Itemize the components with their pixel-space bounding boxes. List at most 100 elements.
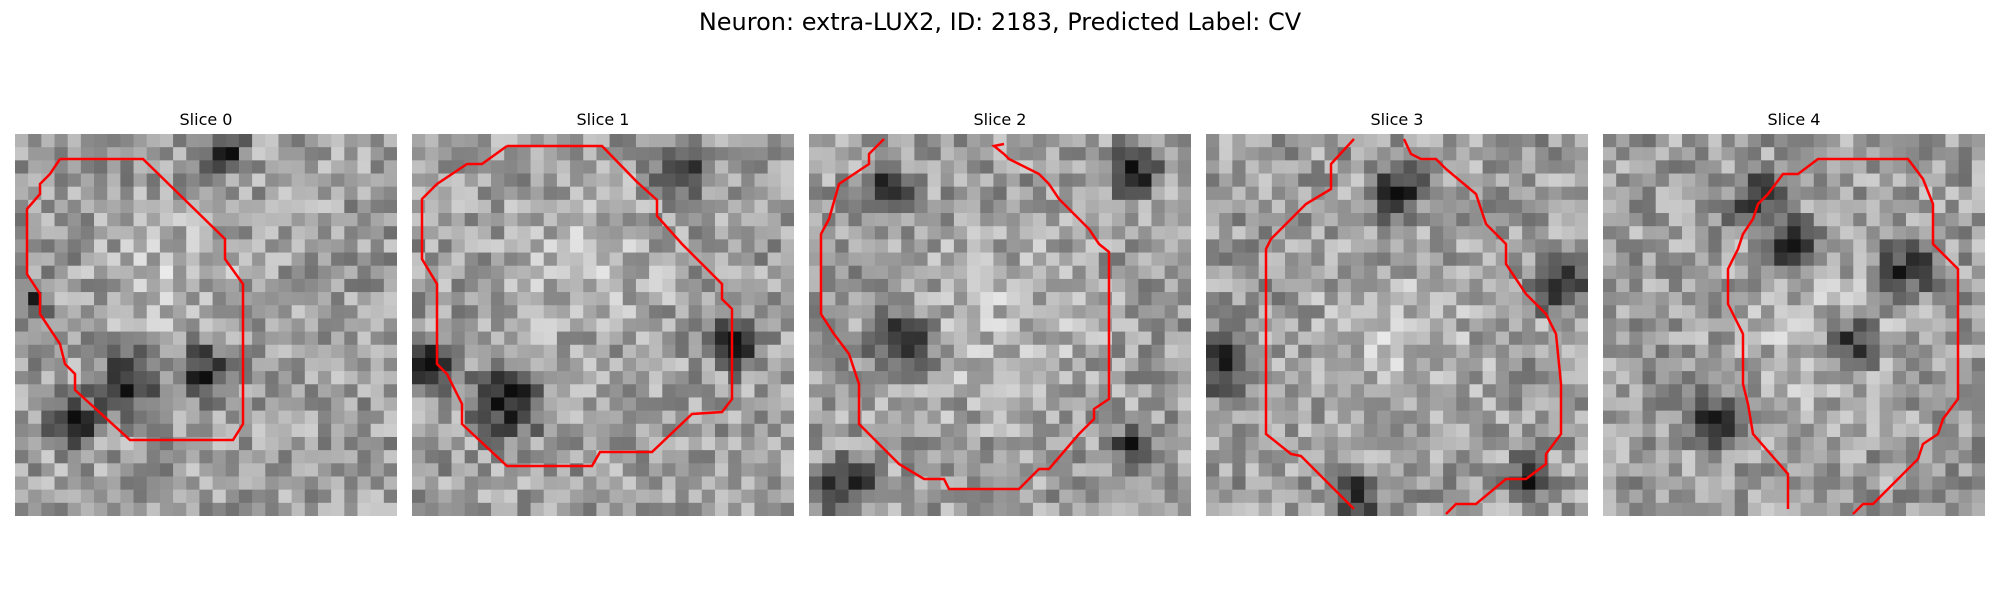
pixel-cell <box>438 226 452 240</box>
pixel-cell <box>107 463 121 477</box>
pixel-cell <box>689 160 703 174</box>
pixel-cell <box>1151 213 1165 227</box>
pixel-cell <box>252 490 266 504</box>
pixel-cell <box>741 476 755 490</box>
pixel-cell <box>134 424 148 438</box>
pixel-cell <box>239 213 253 227</box>
pixel-cell <box>1827 160 1841 174</box>
pixel-cell <box>199 332 213 346</box>
pixel-cell <box>544 450 558 464</box>
pixel-cell <box>331 345 345 359</box>
pixel-cell <box>1138 397 1152 411</box>
pixel-cell <box>1722 187 1736 201</box>
pixel-cell <box>862 266 876 280</box>
pixel-cell <box>1656 371 1670 385</box>
pixel-cell <box>662 345 676 359</box>
pixel-cell <box>1469 463 1483 477</box>
pixel-cell <box>491 424 505 438</box>
pixel-cell <box>1535 279 1549 293</box>
pixel-cell <box>491 292 505 306</box>
pixel-cell <box>849 490 863 504</box>
pixel-cell <box>1616 358 1630 372</box>
pixel-cell <box>107 358 121 372</box>
pixel-cell <box>901 160 915 174</box>
pixel-cell <box>1656 213 1670 227</box>
pixel-cell <box>768 160 782 174</box>
pixel-cell <box>715 200 729 214</box>
pixel-cell <box>186 292 200 306</box>
pixel-cell <box>1656 160 1670 174</box>
pixel-cell <box>1616 450 1630 464</box>
pixel-cell <box>357 187 371 201</box>
pixel-cell <box>1669 134 1683 148</box>
pixel-cell <box>134 226 148 240</box>
pixel-cell <box>1548 503 1562 516</box>
pixel-cell <box>636 213 650 227</box>
pixel-cell <box>675 292 689 306</box>
pixel-cell <box>1298 411 1312 425</box>
pixel-cell <box>941 358 955 372</box>
pixel-cell <box>715 424 729 438</box>
pixel-cell <box>491 384 505 398</box>
pixel-cell <box>15 358 29 372</box>
pixel-cell <box>28 226 42 240</box>
pixel-cell <box>1351 332 1365 346</box>
pixel-cell <box>1443 187 1457 201</box>
pixel-cell <box>331 174 345 188</box>
pixel-cell <box>888 332 902 346</box>
pixel-cell <box>888 345 902 359</box>
pixel-cell <box>1616 134 1630 148</box>
pixel-cell <box>147 266 161 280</box>
pixel-cell <box>1007 187 1021 201</box>
pixel-cell <box>1496 226 1510 240</box>
pixel-cell <box>967 358 981 372</box>
pixel-cell <box>1562 318 1576 332</box>
pixel-cell <box>1456 160 1470 174</box>
pixel-cell <box>967 503 981 516</box>
pixel-cell <box>173 332 187 346</box>
pixel-cell <box>809 450 823 464</box>
pixel-cell <box>1548 305 1562 319</box>
pixel-cell <box>649 266 663 280</box>
pixel-cell <box>1007 490 1021 504</box>
pixel-cell <box>728 503 742 516</box>
pixel-cell <box>412 134 426 148</box>
pixel-cell <box>173 476 187 490</box>
pixel-cell <box>252 463 266 477</box>
pixel-cell <box>1722 134 1736 148</box>
pixel-cell <box>504 345 518 359</box>
pixel-cell <box>1575 305 1588 319</box>
pixel-cell <box>120 253 134 267</box>
pixel-cell <box>596 226 610 240</box>
pixel-cell <box>478 266 492 280</box>
pixel-cell <box>1246 397 1260 411</box>
pixel-cell <box>1285 305 1299 319</box>
pixel-cell <box>768 200 782 214</box>
pixel-cell <box>928 187 942 201</box>
pixel-cell <box>875 187 889 201</box>
pixel-cell <box>1206 187 1220 201</box>
pixel-cell <box>809 476 823 490</box>
pixel-cell <box>1919 279 1933 293</box>
pixel-cell <box>1059 305 1073 319</box>
pixel-cell <box>1535 411 1549 425</box>
pixel-cell <box>1682 384 1696 398</box>
pixel-cell <box>993 463 1007 477</box>
pixel-cell <box>147 187 161 201</box>
pixel-cell <box>147 200 161 214</box>
pixel-cell <box>1919 147 1933 161</box>
pixel-cell <box>728 476 742 490</box>
pixel-cell <box>1364 279 1378 293</box>
pixel-cell <box>1219 318 1233 332</box>
pixel-cell <box>875 437 889 451</box>
pixel-cell <box>425 503 439 516</box>
pixel-cell <box>1443 134 1457 148</box>
pixel-cell <box>1417 318 1431 332</box>
pixel-cell <box>1417 174 1431 188</box>
pixel-cell <box>1535 332 1549 346</box>
pixel-cell <box>1748 147 1762 161</box>
pixel-cell <box>1033 266 1047 280</box>
pixel-cell <box>412 279 426 293</box>
pixel-cell <box>689 174 703 188</box>
pixel-cell <box>1774 160 1788 174</box>
